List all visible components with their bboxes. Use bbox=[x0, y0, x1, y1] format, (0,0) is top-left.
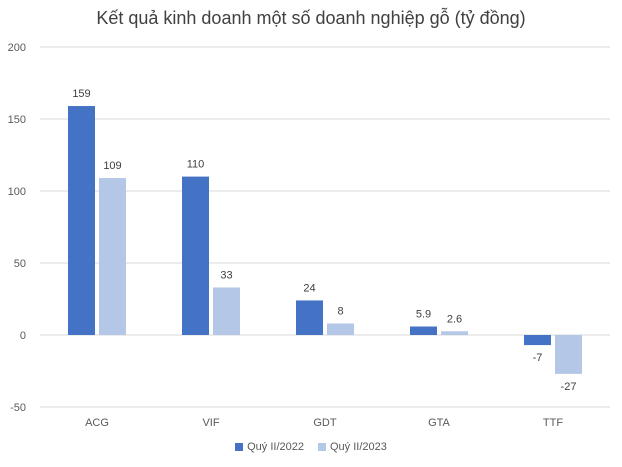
y-tick-label: -50 bbox=[10, 402, 26, 414]
legend-label-2023: Quý II/2023 bbox=[330, 441, 387, 453]
bar-gta-s2 bbox=[441, 331, 468, 335]
data-label-acg-s2: 109 bbox=[103, 160, 121, 172]
data-label-vif-s2: 33 bbox=[220, 269, 232, 281]
legend: Quý II/2022 Quý II/2023 bbox=[0, 441, 622, 453]
data-label-vif-s1: 110 bbox=[187, 159, 205, 171]
x-tick-label: GTA bbox=[428, 417, 450, 429]
y-tick-label: 50 bbox=[14, 258, 26, 270]
bar-acg-s2 bbox=[99, 178, 126, 335]
legend-swatch-2022 bbox=[235, 443, 244, 451]
data-label-gta-s2: 2.6 bbox=[447, 313, 462, 325]
legend-item-2023: Quý II/2023 bbox=[318, 441, 387, 453]
data-label-ttf-s1: -7 bbox=[533, 352, 543, 364]
bar-ttf-s1 bbox=[524, 335, 551, 346]
gridlines bbox=[40, 46, 610, 408]
data-label-gdt-s1: 24 bbox=[303, 282, 315, 294]
x-tick-label: TTF bbox=[543, 417, 563, 429]
legend-swatch-2023 bbox=[318, 443, 326, 451]
bar-acg-s1 bbox=[68, 106, 95, 335]
y-axis-ticks: -50 0 50 100 150 200 bbox=[8, 42, 26, 414]
bars bbox=[68, 106, 582, 374]
chart-title: Kết quả kinh doanh một số doanh nghiệp g… bbox=[96, 8, 526, 28]
bar-vif-s1 bbox=[182, 176, 209, 335]
data-label-gdt-s2: 8 bbox=[337, 305, 343, 317]
y-tick-label: 100 bbox=[8, 186, 26, 198]
bar-gdt-s1 bbox=[296, 300, 323, 335]
x-tick-label: VIF bbox=[202, 417, 219, 429]
data-label-gta-s1: 5.9 bbox=[416, 309, 431, 321]
y-tick-label: 150 bbox=[8, 114, 26, 126]
data-label-acg-s1: 159 bbox=[72, 88, 90, 100]
bar-gta-s1 bbox=[410, 326, 437, 335]
data-label-ttf-s2: -27 bbox=[561, 381, 577, 393]
legend-label-2022: Quý II/2022 bbox=[247, 441, 304, 453]
x-axis-ticks: ACG VIF GDT GTA TTF bbox=[85, 417, 563, 429]
x-tick-label: ACG bbox=[85, 417, 109, 429]
legend-item-2022: Quý II/2022 bbox=[235, 441, 304, 453]
x-tick-label: GDT bbox=[313, 417, 337, 429]
bar-vif-s2 bbox=[213, 287, 240, 335]
y-tick-label: 0 bbox=[20, 330, 26, 342]
data-labels: 159 109 110 33 24 8 5.9 2.6 -7 -27 bbox=[72, 88, 576, 393]
bar-ttf-s2 bbox=[555, 335, 582, 374]
bar-gdt-s2 bbox=[327, 323, 354, 335]
y-tick-label: 200 bbox=[8, 42, 26, 54]
